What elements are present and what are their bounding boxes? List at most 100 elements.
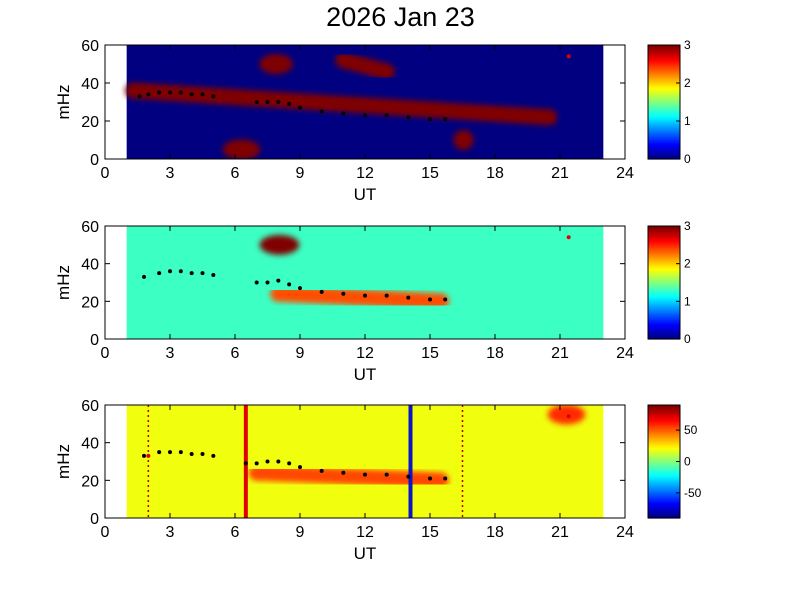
red-marker <box>566 235 571 240</box>
colorbar-segment <box>648 447 680 450</box>
x-axis-label: UT <box>354 544 377 563</box>
colorbar-tick-label: 2 <box>684 257 691 271</box>
colorbar-segment <box>648 227 680 231</box>
ridge-point <box>254 280 259 285</box>
colorbar-segment <box>648 502 680 505</box>
colorbar-segment <box>648 109 680 112</box>
colorbar-segment <box>648 270 680 273</box>
ridge-point <box>265 100 270 104</box>
y-tick-label: 0 <box>90 152 99 169</box>
x-tick-label: 3 <box>166 524 175 541</box>
ridge-point <box>341 291 346 296</box>
colorbar-segment <box>648 112 680 116</box>
colorbar-segment <box>648 495 680 498</box>
colorbar-segment <box>648 105 680 108</box>
ridge-point <box>265 280 270 285</box>
colorbar-segment <box>648 275 680 278</box>
ridge-point <box>200 92 205 97</box>
colorbar-segment <box>648 89 680 92</box>
x-tick-label: 0 <box>101 345 110 362</box>
colorbar-segment <box>648 55 680 59</box>
colorbar-segment <box>648 52 680 55</box>
ridge-point <box>265 459 270 464</box>
colorbar-segment <box>648 284 680 287</box>
colorbar-segment <box>648 102 680 105</box>
ridge-point <box>200 271 205 276</box>
colorbar-tick-label: 50 <box>684 423 698 437</box>
colorbar-segment <box>648 293 680 296</box>
colorbar-segment <box>648 420 680 424</box>
ridge-point <box>168 450 172 455</box>
y-tick-label: 20 <box>81 114 99 131</box>
colorbar-segment <box>648 231 680 234</box>
colorbar-segment <box>648 514 680 517</box>
colorbar-segment <box>648 323 680 326</box>
colorbar-segment <box>648 468 680 471</box>
colorbar-segment <box>648 330 680 333</box>
colorbar-tick-label: 0 <box>684 332 691 346</box>
ridge-point <box>211 94 216 99</box>
colorbar-segment <box>648 125 680 128</box>
colorbar-frame <box>647 44 681 160</box>
colorbar-3: -50 0 50 <box>647 404 702 519</box>
colorbar-segment <box>648 245 680 248</box>
colorbar-segment <box>648 53 680 57</box>
colorbar-segment <box>648 463 680 466</box>
colorbar-segment <box>648 144 680 148</box>
colorbar-segment <box>648 50 680 53</box>
x-tick-label: 24 <box>616 345 634 362</box>
colorbar-segment <box>648 429 680 433</box>
x-tick-label: 21 <box>551 165 569 182</box>
colorbar-segment <box>648 134 680 137</box>
y-tick-label: 40 <box>81 76 99 93</box>
colorbar-segment <box>648 516 680 519</box>
colorbar-segment <box>648 62 680 66</box>
colorbar-segment <box>648 247 680 250</box>
colorbar-segment <box>648 316 680 319</box>
colorbar-tick-label: 0 <box>684 152 691 166</box>
colorbar-segment <box>648 412 680 415</box>
y-tick-label: 20 <box>81 294 99 311</box>
colorbar-segment <box>648 427 680 431</box>
colorbar-segment <box>648 282 680 285</box>
colorbar-segment <box>648 73 680 76</box>
x-tick-label: 24 <box>616 165 634 182</box>
colorbar-segment <box>648 473 680 477</box>
heatmap-band <box>270 285 449 310</box>
ridge-point <box>178 90 183 95</box>
panel-1: 0 3 6 9 12 15 18 21 24 0 20 40 60 UT mHz <box>54 38 634 204</box>
x-tick-label: 6 <box>231 165 240 182</box>
colorbar-segment <box>648 234 680 238</box>
colorbar-segment <box>648 98 680 101</box>
colorbar-segment <box>648 512 680 516</box>
colorbar-segment <box>648 484 680 487</box>
colorbar-segment <box>648 305 680 308</box>
colorbar-segment <box>648 300 680 303</box>
colorbar-segment <box>648 153 680 157</box>
colorbar-segment <box>648 331 680 335</box>
colorbar-segment <box>648 85 680 89</box>
ridge-point <box>211 453 216 458</box>
colorbar-segment <box>648 157 680 160</box>
ridge-point <box>443 476 448 481</box>
ridge-point <box>146 92 151 97</box>
heatmap-band <box>248 464 449 489</box>
y-tick-label: 60 <box>81 38 99 55</box>
colorbar-segment <box>648 64 680 67</box>
colorbar-segment <box>648 287 680 291</box>
ridge-point <box>254 100 259 104</box>
x-tick-label: 18 <box>486 524 504 541</box>
colorbar-segment <box>648 94 680 98</box>
x-tick-label: 24 <box>616 524 634 541</box>
colorbar-segment <box>648 61 680 64</box>
colorbar-segment <box>648 505 680 509</box>
figure-title: 2026 Jan 23 <box>326 2 475 32</box>
ridge-point <box>428 117 432 122</box>
colorbar-segment <box>648 438 680 441</box>
colorbar-segment <box>648 417 680 420</box>
colorbar-segment <box>648 456 680 459</box>
colorbar-segment <box>648 436 680 440</box>
colorbar-segment <box>648 87 680 91</box>
colorbar-segment <box>648 406 680 410</box>
